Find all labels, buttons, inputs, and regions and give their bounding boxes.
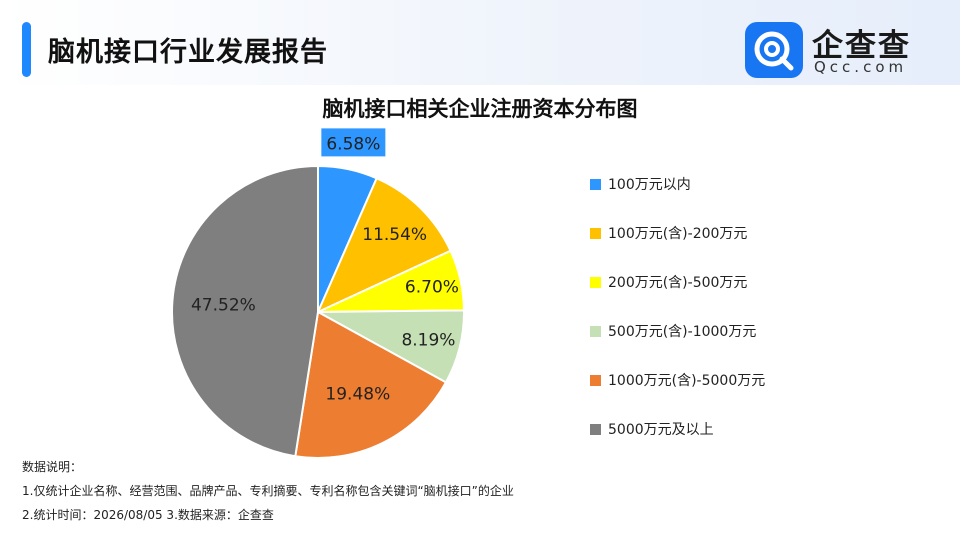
data-label-background [321,128,386,157]
data-notes: 数据说明： 1.仅统计企业名称、经营范围、品牌产品、专利摘要、专利名称包含关键词… [22,455,514,527]
legend-item: 1000万元(含)-5000万元 [590,370,765,390]
legend-swatch [590,276,601,288]
legend-label: 1000万元(含)-5000万元 [608,373,766,389]
legend-item: 5000万元及以上 [590,419,714,439]
notes-heading: 数据说明： [22,460,83,474]
data-label: 8.19% [401,331,455,351]
data-label: 47.52% [191,296,256,316]
legend-swatch [590,178,601,190]
legend-label: 500万元(含)-1000万元 [608,324,757,340]
legend-item: 200万元(含)-500万元 [590,272,747,292]
legend-label: 100万元(含)-200万元 [608,226,748,242]
legend-label: 200万元(含)-500万元 [608,275,748,291]
pie-slice [171,164,319,458]
legend-swatch [590,227,601,239]
logo-subtext: Qcc.com [814,58,908,76]
legend-item: 500万元(含)-1000万元 [590,321,756,341]
pie-slice [294,310,448,459]
legend-item: 100万元以内 [590,174,691,194]
logo-text: 企查查 [812,28,911,64]
page-title: 脑机接口行业发展报告 [48,37,328,68]
legend-swatch [590,374,601,386]
qcc-logo-icon [745,22,803,78]
notes-line-2: 2.统计时间：2026/08/05 3.数据来源：企查查 [22,508,274,522]
data-label: 19.48% [325,384,390,404]
legend-label: 5000万元及以上 [608,422,714,438]
legend-swatch [590,325,601,337]
legend-item: 100万元(含)-200万元 [590,223,747,243]
chart-title: 脑机接口相关企业注册资本分布图 [322,97,638,121]
title-accent-bar [22,22,31,77]
pie-slice [316,176,452,315]
data-label: 6.70% [405,277,459,297]
notes-line-1: 1.仅统计企业名称、经营范围、品牌产品、专利摘要、专利名称包含关键词“脑机接口”… [22,484,514,498]
data-label: 6.58% [326,134,380,154]
legend-label: 100万元以内 [608,177,691,193]
legend-swatch [590,423,601,435]
data-label: 11.54% [362,225,427,245]
